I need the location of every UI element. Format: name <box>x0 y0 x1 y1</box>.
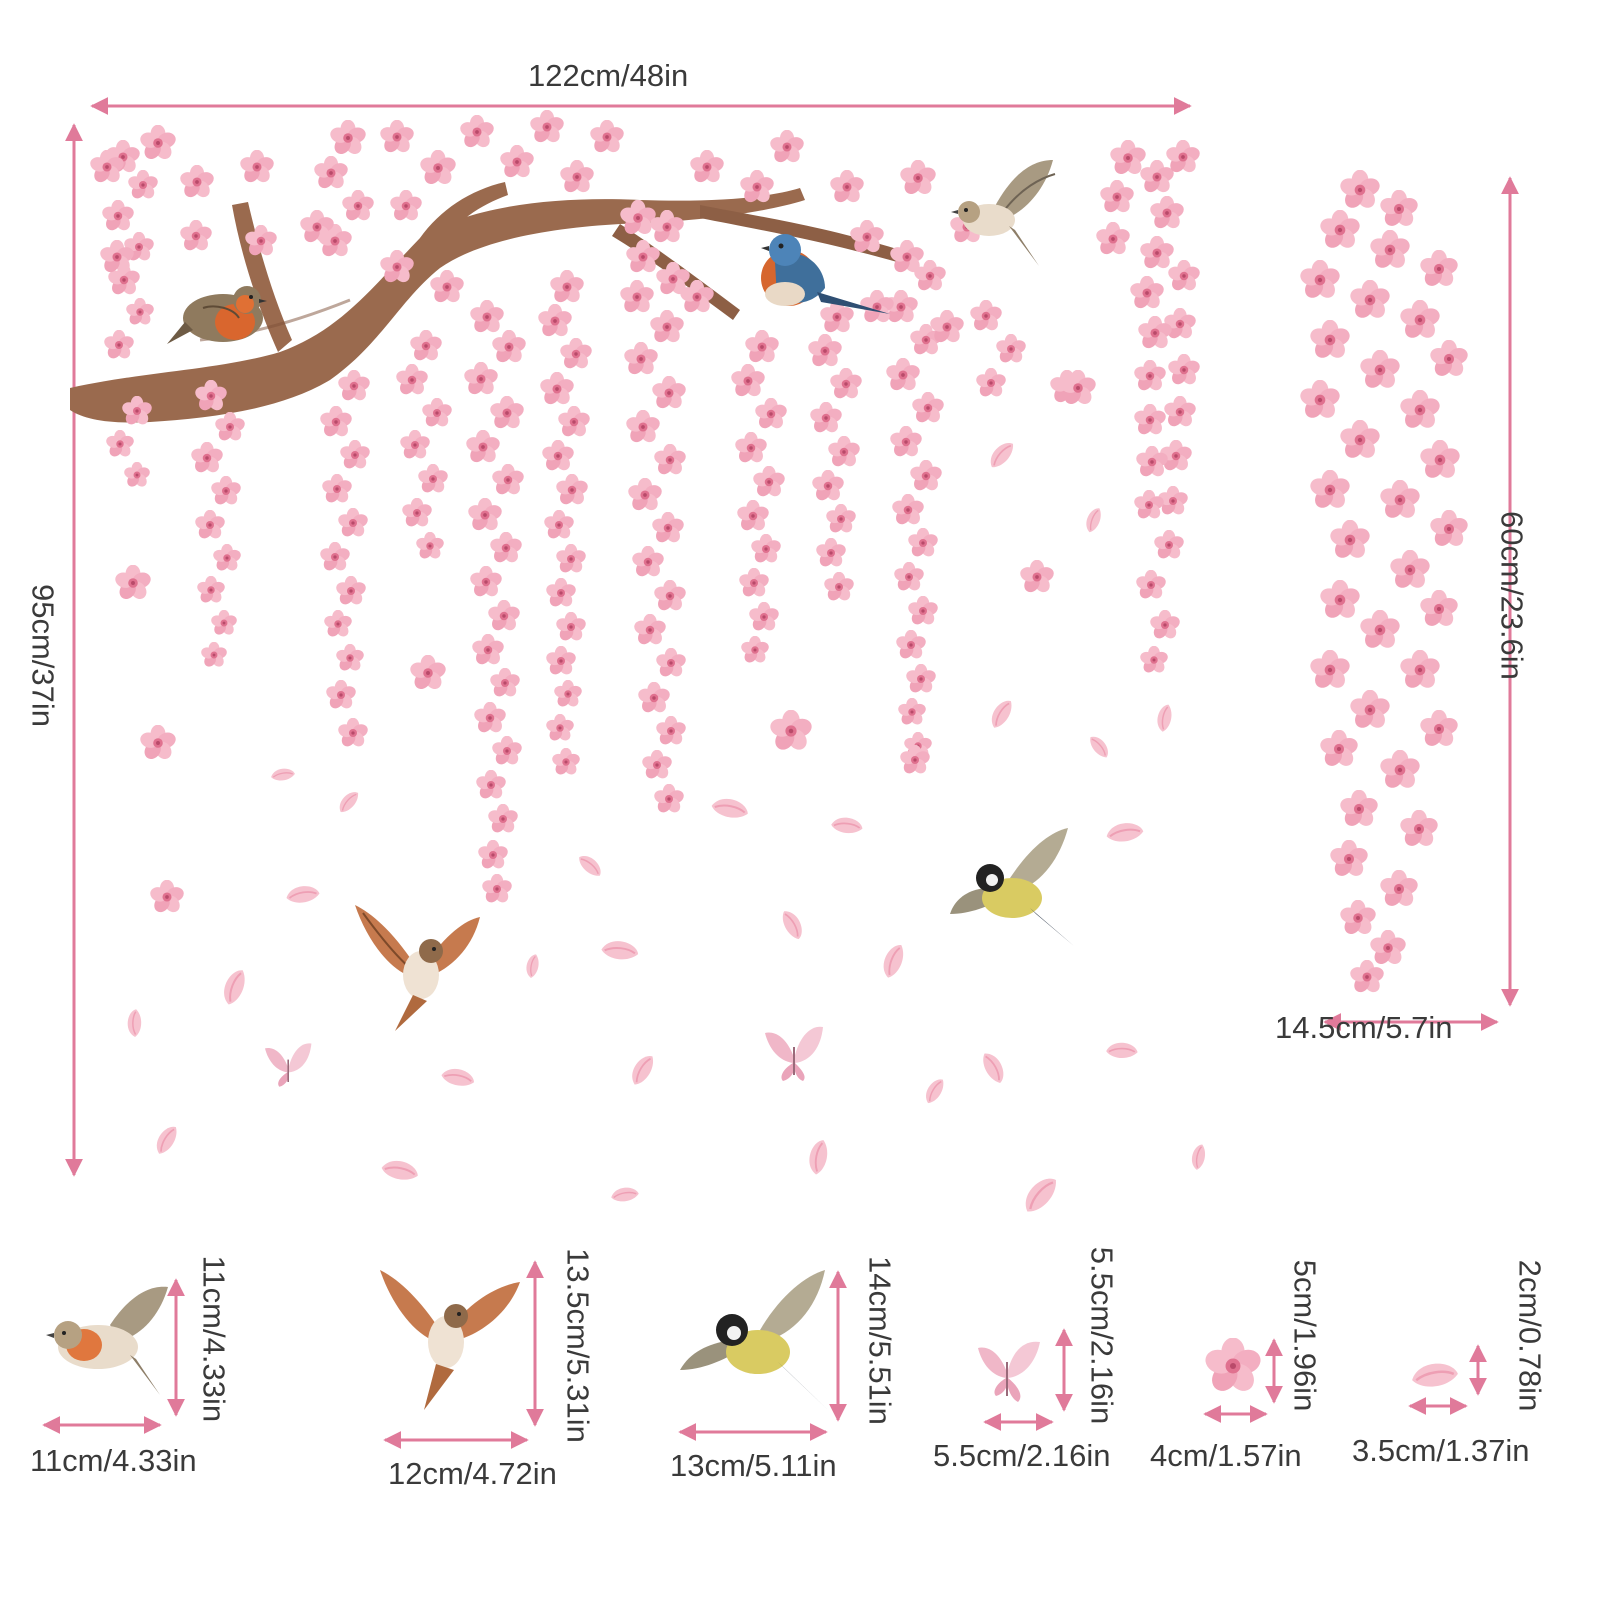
strand <box>191 380 245 668</box>
blossom-strands <box>90 110 1200 914</box>
butterfly-icon <box>978 1341 1040 1402</box>
main-height-label: 95cm/37in <box>25 583 61 728</box>
tit-bird-icon <box>680 1270 828 1410</box>
part-height-label: 11cm/4.33in <box>196 1255 232 1423</box>
robin-perched <box>167 286 267 344</box>
strand <box>396 330 452 560</box>
petal-icon <box>1410 1362 1460 1389</box>
blossom-icon <box>1205 1338 1261 1394</box>
part-width-label: 13cm/5.11in <box>670 1448 837 1483</box>
strand <box>1096 140 1200 674</box>
part-height-label: 2cm/0.78in <box>1512 1259 1548 1412</box>
part-width-label: 11cm/4.33in <box>30 1443 197 1478</box>
loose-blossoms <box>115 370 1096 914</box>
butterfly <box>265 1043 312 1087</box>
parts-row <box>46 1270 1460 1410</box>
main-width-label: 122cm/48in <box>528 58 689 93</box>
small-bird-flying <box>951 160 1056 266</box>
bluebird-perched <box>761 234 890 314</box>
part-width-label: 5.5cm/2.16in <box>933 1438 1111 1473</box>
part-height-label: 14cm/5.51in <box>862 1256 898 1425</box>
part-height-label: 13.5cm/5.31in <box>560 1248 596 1443</box>
butterfly <box>765 1026 823 1081</box>
tit-flying <box>950 828 1074 946</box>
side-height-label: 60cm/23.6in <box>1494 511 1530 680</box>
sparrow-flying <box>355 905 480 1031</box>
dimension-arrows <box>65 97 1519 1177</box>
strand <box>102 140 158 488</box>
falling-petals <box>124 437 1210 1218</box>
part-height-label: 5cm/1.96in <box>1287 1259 1323 1412</box>
strand <box>731 330 787 664</box>
part-width-label: 3.5cm/1.37in <box>1352 1433 1530 1468</box>
part-width-label: 4cm/1.57in <box>1150 1438 1302 1473</box>
side-width-label: 14.5cm/5.7in <box>1275 1010 1453 1045</box>
side-blossom-strand <box>1300 170 1468 994</box>
strand <box>464 300 526 904</box>
part-height-label: 5.5cm/2.16in <box>1084 1246 1120 1425</box>
part-width-label: 12cm/4.72in <box>388 1456 557 1491</box>
strand <box>808 300 862 602</box>
sparrow-icon <box>380 1270 520 1410</box>
strand <box>538 270 592 776</box>
robin-icon <box>46 1286 168 1395</box>
part-arrows <box>42 1260 1487 1449</box>
